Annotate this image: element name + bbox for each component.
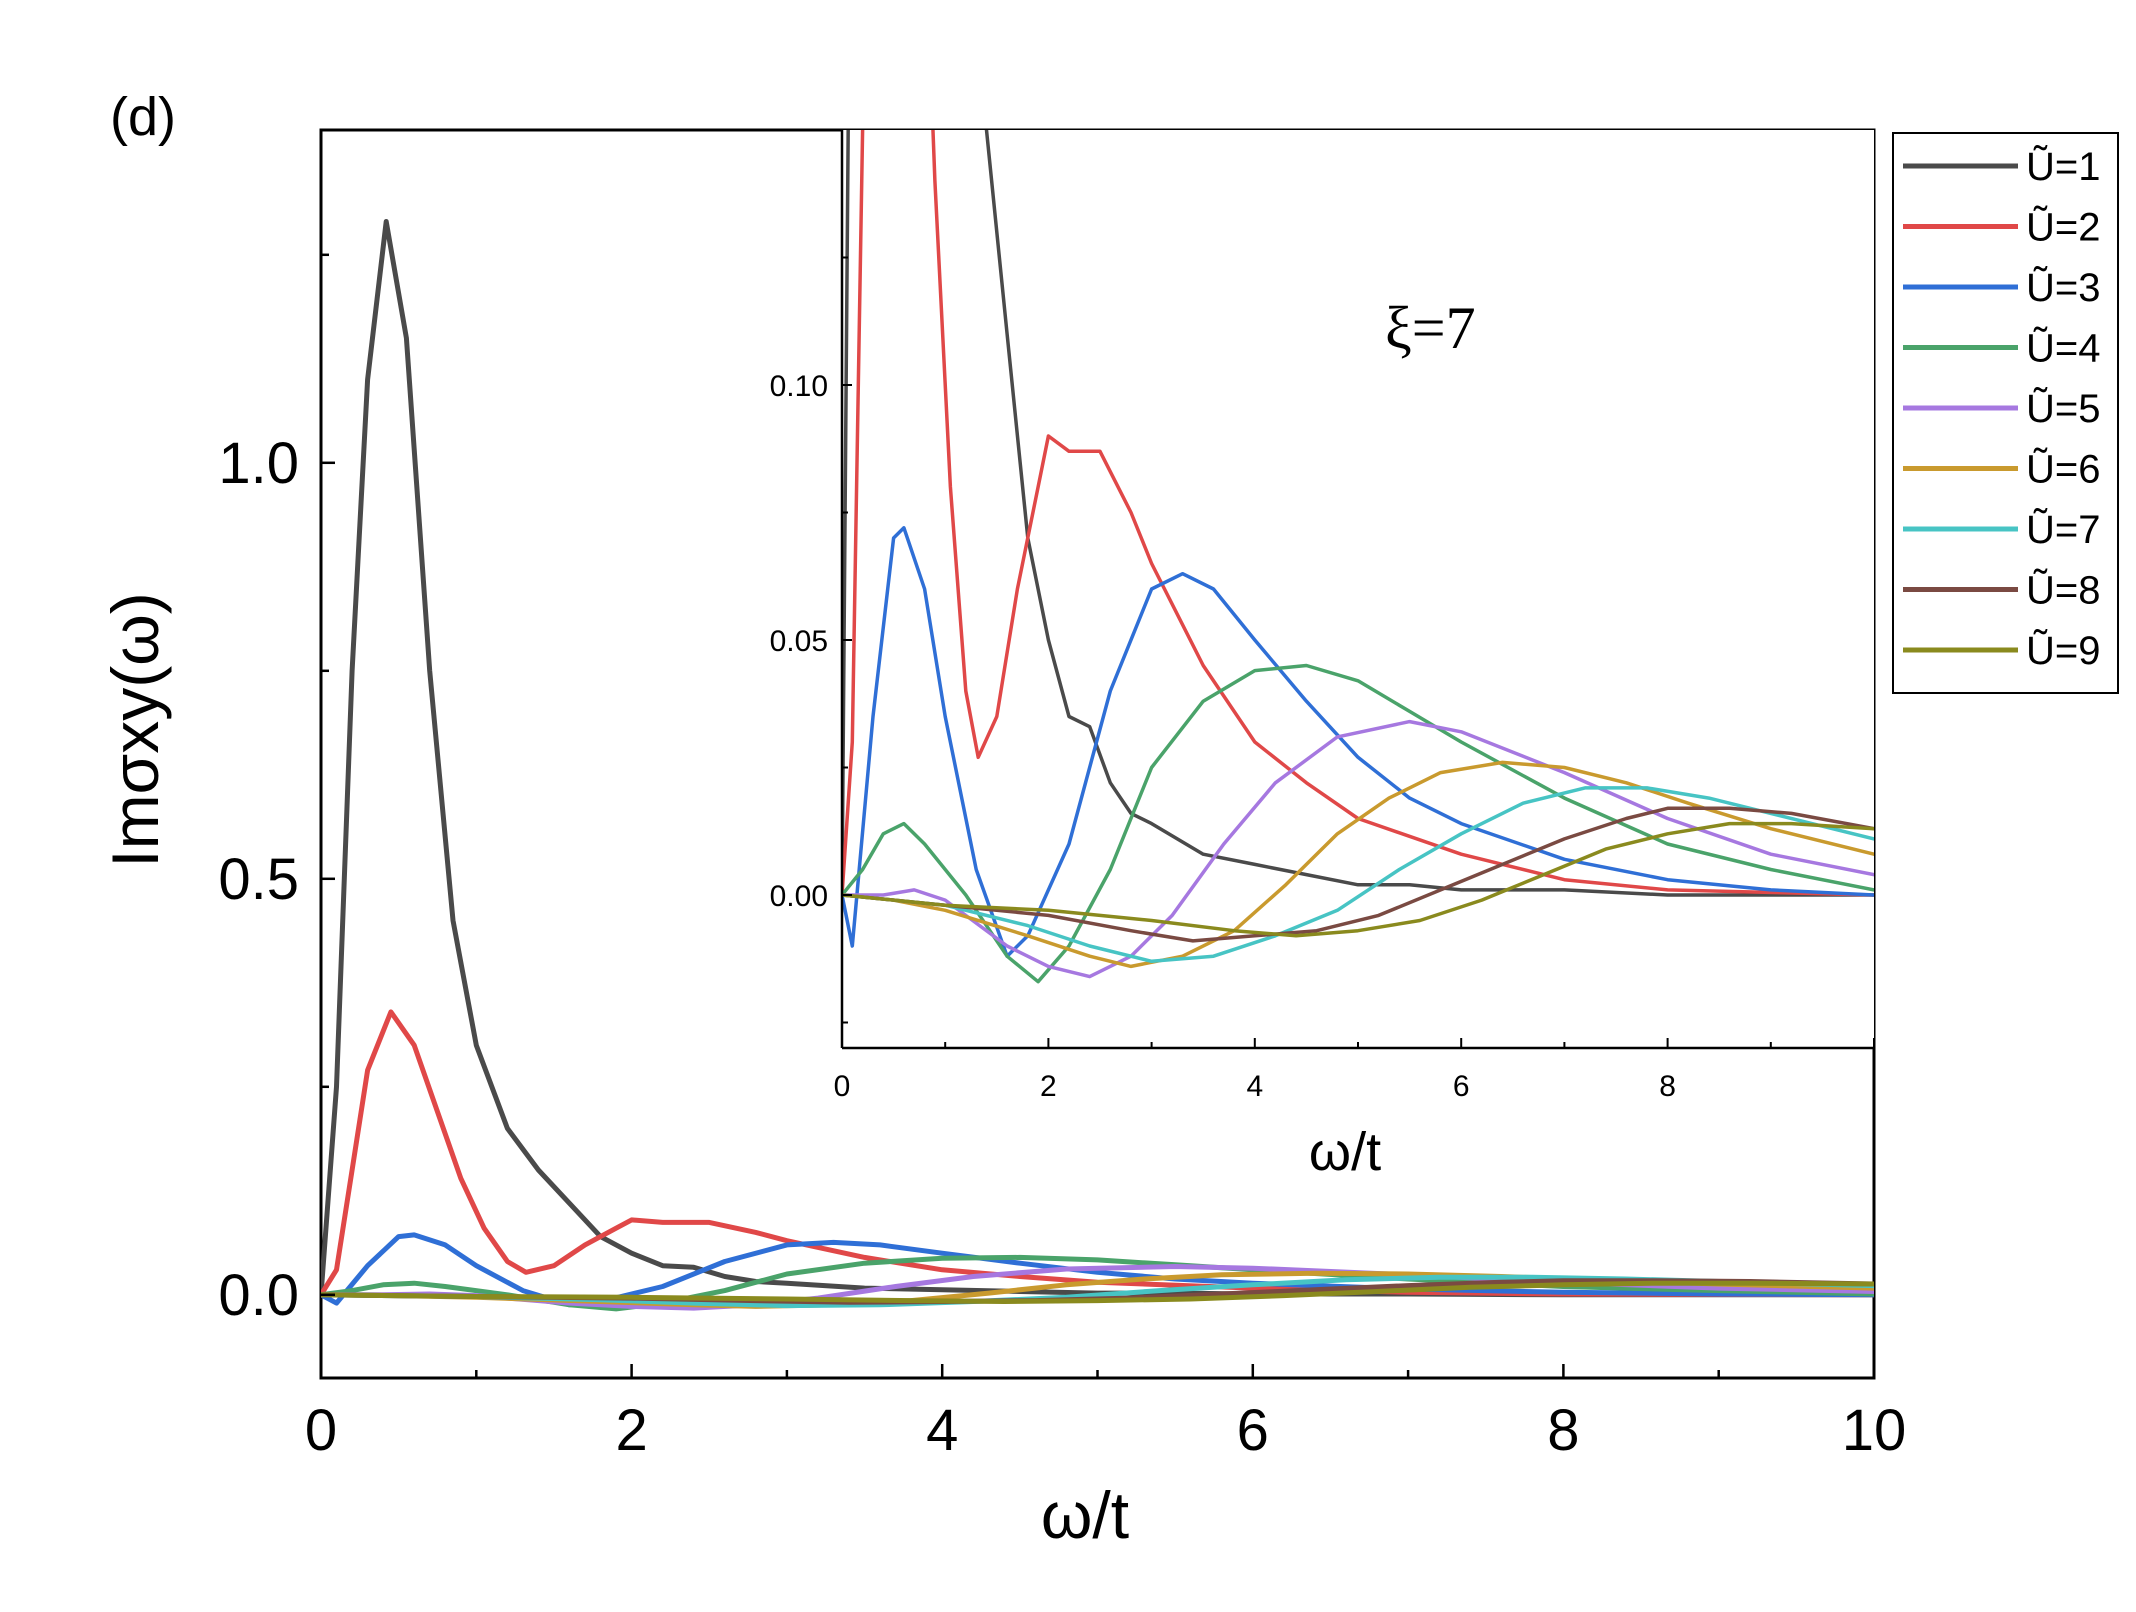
inset-plot: 0 2 4 6 8 0.00 0.05 0.10 ξ=7 [770,130,1875,1103]
y-tick-label: 1.0 [218,431,299,496]
inset-x-axis-label: ω/t [1309,1122,1381,1182]
x-tick-label: 2 [615,1398,647,1463]
inset-series-line-5 [842,719,1874,979]
legend-label: Ũ=5 [2026,386,2101,431]
main-series-line-7 [321,1274,1874,1309]
y-tick-label: 0.5 [218,847,299,912]
legend-label: Ũ=7 [2026,507,2101,552]
x-tick-label: 10 [1842,1398,1907,1463]
legend-label: Ũ=8 [2026,568,2101,613]
inset-series-line-1 [842,130,1874,897]
y-axis-label: Imσxy(ω) [98,592,172,868]
main-plot: 0 2 4 6 8 10 0.0 0.5 1.0 [218,128,1907,1463]
legend-label: Ũ=1 [2026,144,2101,189]
inset-x-tick-label: 2 [1040,1070,1057,1103]
main-series-line-9 [321,1280,1874,1304]
legend: Ũ=1 Ũ=2 Ũ=3 Ũ=4 Ũ=5 Ũ=6 Ũ=7 Ũ=8 Ũ=9 [1892,132,2119,694]
panel-label: (d) [110,87,176,147]
inset-x-tick-label: 4 [1246,1070,1263,1103]
x-tick-label: 6 [1237,1398,1269,1463]
x-axis-label: ω/t [1041,1478,1129,1552]
x-tick-label: 4 [926,1398,958,1463]
inset-series-line-7 [842,786,1874,964]
x-tick-label: 0 [305,1398,337,1463]
inset-y-tick-label: 0.10 [770,370,828,403]
inset-x-tick-label: 0 [834,1070,851,1103]
inset-y-tick-label: 0.05 [770,625,828,658]
legend-label: Ũ=2 [2026,205,2101,250]
inset-series-line-9 [842,821,1874,938]
legend-label: Ũ=9 [2026,628,2101,673]
inset-series-line-4 [842,663,1874,984]
y-tick-label: 0.0 [218,1263,299,1328]
x-tick-label: 8 [1547,1398,1579,1463]
inset-series-line-8 [842,806,1874,943]
main-series-line-2 [321,1009,1874,1298]
legend-label: Ũ=4 [2026,326,2101,371]
legend-label: Ũ=6 [2026,447,2101,492]
inset-x-tick-label: 6 [1453,1070,1470,1103]
xi-annotation: ξ=7 [1385,295,1476,361]
inset-series-line-2 [842,130,1874,897]
inset-series-line-3 [842,526,1874,958]
inset-x-tick-label: 8 [1659,1070,1676,1103]
inset-y-tick-label: 0.00 [770,880,828,913]
legend-label: Ũ=3 [2026,265,2101,310]
